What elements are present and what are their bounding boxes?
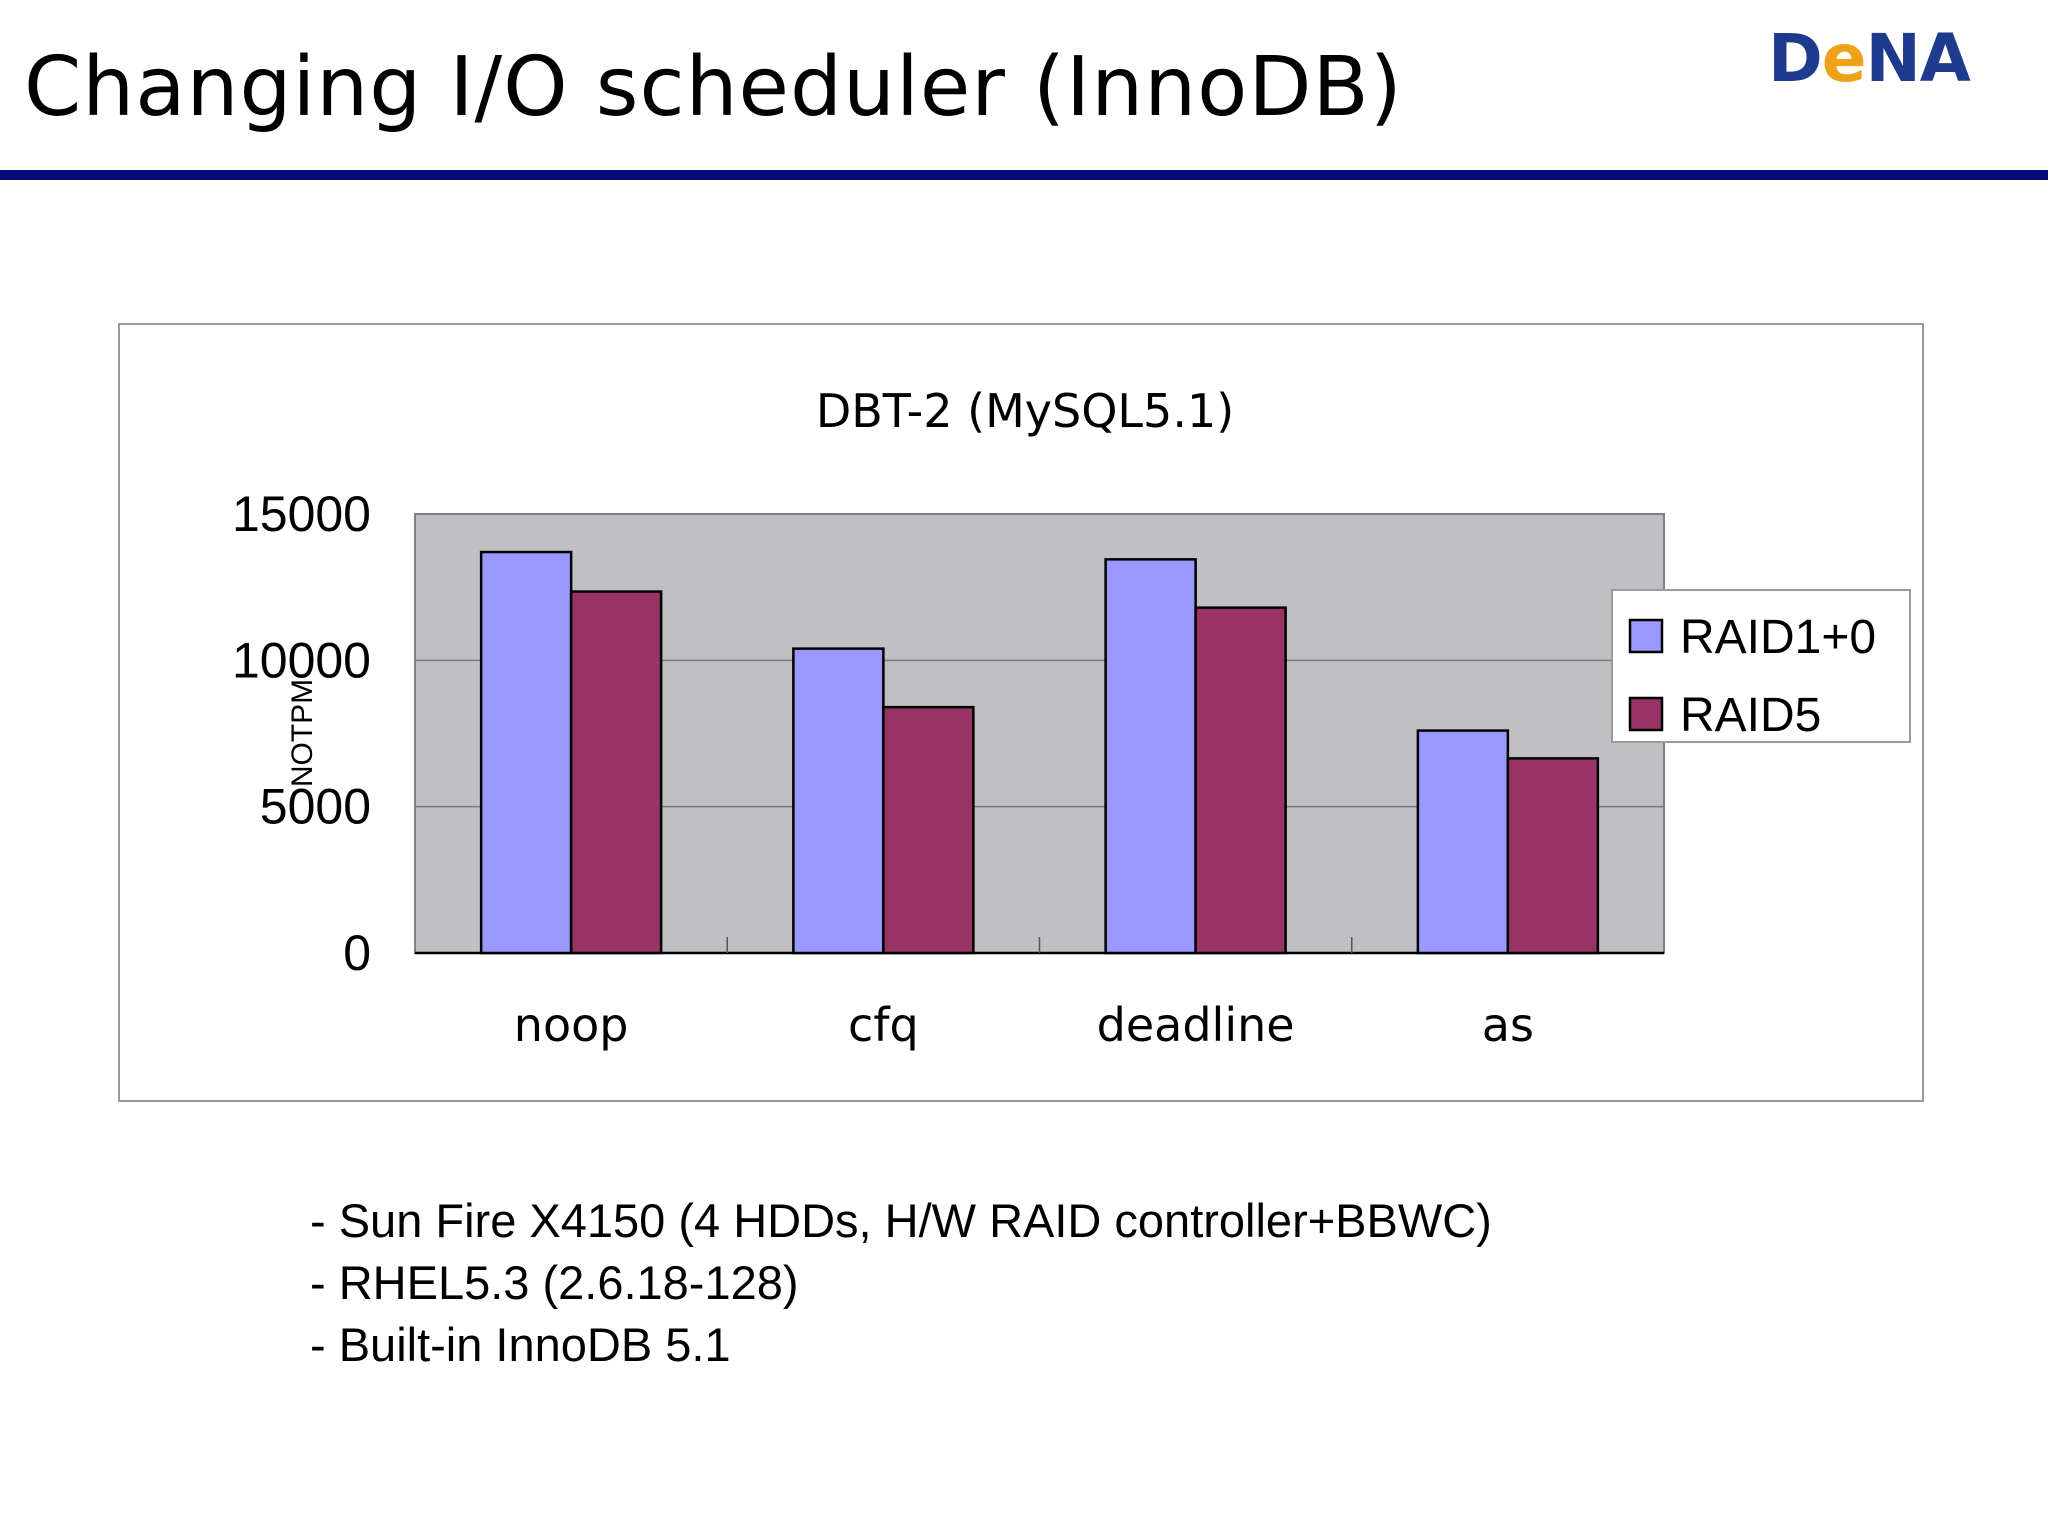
bar-as-RAID5 [1506, 757, 1600, 955]
notes-list: - Sun Fire X4150 (4 HDDs, H/W RAID contr… [310, 1190, 1492, 1376]
slide-title: Changing I/O scheduler (InnoDB) [24, 40, 1403, 135]
legend-swatch [1628, 696, 1664, 732]
note-item: - RHEL5.3 (2.6.18-128) [310, 1256, 799, 1309]
bar-cfq-RAID1+0 [792, 647, 885, 955]
y-tick-label: 5000 [260, 779, 371, 835]
x-tick-label: noop [514, 998, 629, 1052]
x-tick-label: cfq [848, 998, 919, 1052]
y-tick-label: 0 [343, 925, 371, 981]
bar-deadline-RAID5 [1194, 606, 1287, 955]
legend-label: RAID5 [1680, 689, 1821, 742]
bar-noop-RAID5 [569, 590, 663, 955]
legend-swatch [1628, 618, 1664, 654]
bar-noop-RAID1+0 [479, 550, 573, 955]
dena-logo: DeNA [1768, 20, 1971, 97]
y-tick-label: 10000 [232, 632, 371, 688]
title-rule [0, 170, 2048, 180]
chart-title: DBT-2 (MySQL5.1) [816, 384, 1234, 438]
note-item: - Sun Fire X4150 (4 HDDs, H/W RAID contr… [310, 1194, 1492, 1247]
y-tick-label: 15000 [232, 486, 371, 542]
bar-deadline-RAID1+0 [1104, 558, 1197, 955]
bar-as-RAID1+0 [1416, 729, 1510, 955]
bar-chart: DBT-2 (MySQL5.1) NOTPM 0 5000 10000 15000 no… [232, 384, 1911, 1052]
logo-part-d: D [1768, 20, 1823, 97]
chart-frame: DBT-2 (MySQL5.1) NOTPM 0 5000 10000 15000 no… [118, 323, 1924, 1102]
x-tick-label: deadline [1097, 998, 1295, 1052]
bar-cfq-RAID5 [882, 705, 975, 955]
y-axis-label: NOTPM [286, 679, 319, 787]
logo-part-na: NA [1865, 20, 1971, 97]
logo-part-e: e [1821, 20, 1867, 97]
x-tick-label: as [1482, 998, 1534, 1052]
legend-label: RAID1+0 [1680, 611, 1876, 664]
note-item: - Built-in InnoDB 5.1 [310, 1318, 731, 1371]
